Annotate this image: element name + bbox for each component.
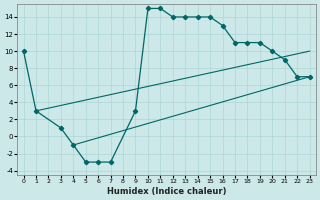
X-axis label: Humidex (Indice chaleur): Humidex (Indice chaleur) [107,187,226,196]
